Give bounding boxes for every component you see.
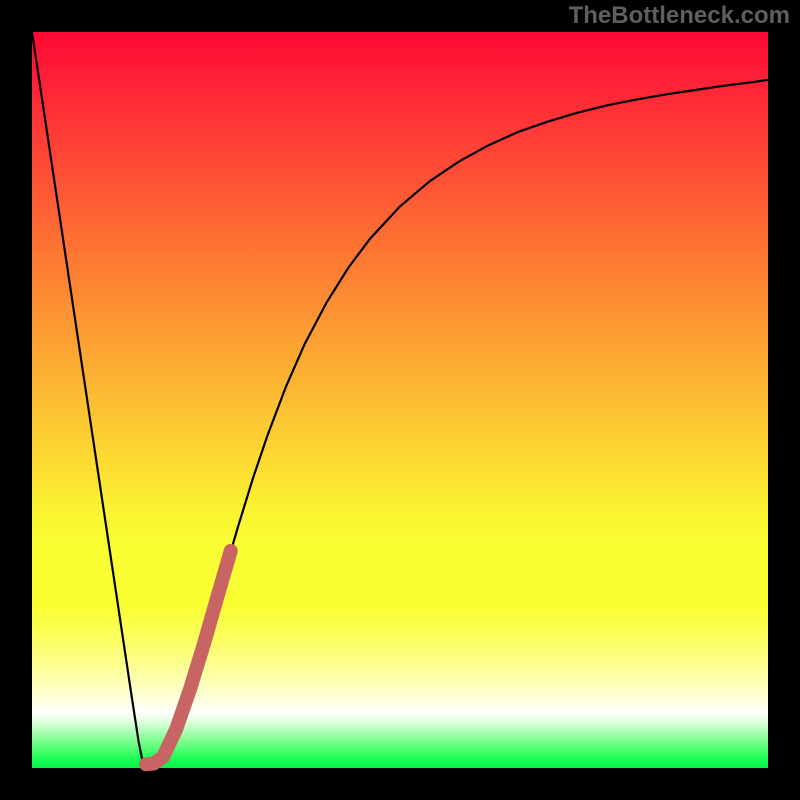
figure-frame: TheBottleneck.com [0, 0, 800, 800]
watermark-text: TheBottleneck.com [569, 2, 790, 30]
chart-svg [0, 0, 800, 800]
gradient-background [32, 32, 768, 768]
